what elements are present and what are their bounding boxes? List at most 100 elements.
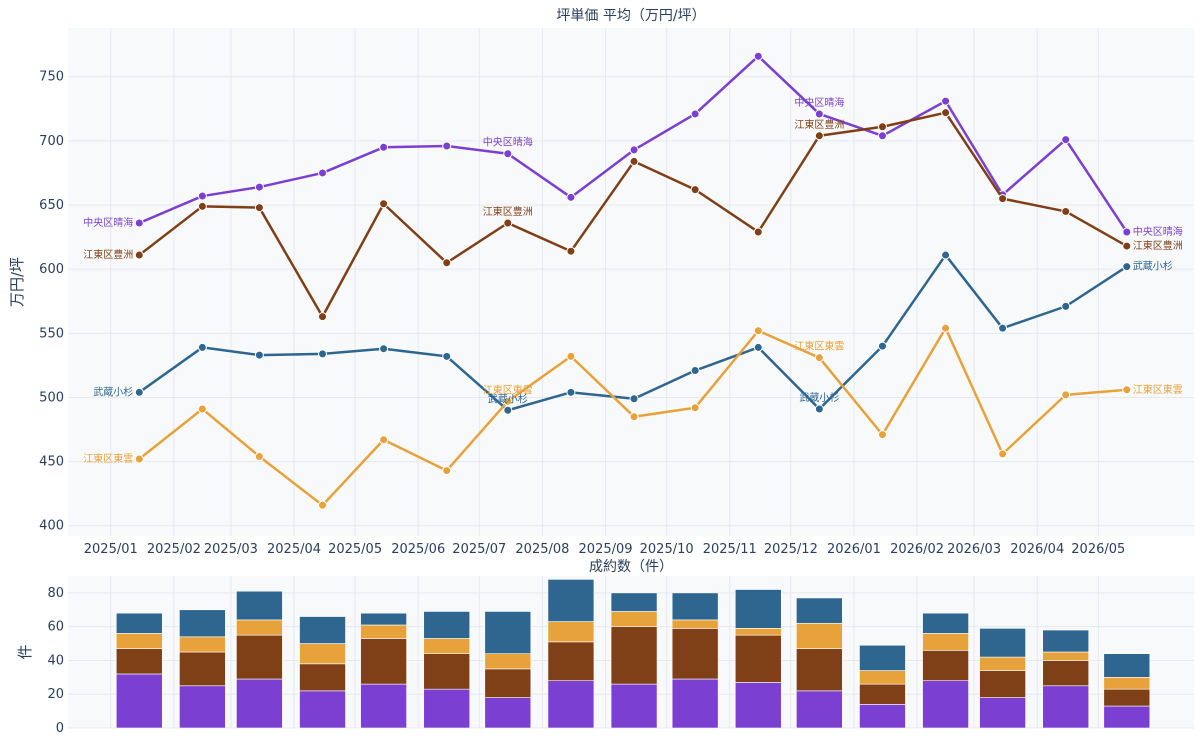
series-point (134, 454, 144, 464)
series-point (566, 387, 576, 397)
bar-segment (547, 641, 595, 682)
bar-segment (236, 634, 283, 680)
line-y-tick-label: 450 (39, 455, 64, 470)
series-point (442, 351, 452, 361)
bar-segment (423, 653, 471, 690)
series-point (1061, 135, 1071, 145)
bar-segment (734, 628, 782, 636)
bar-segment (796, 690, 843, 729)
bar-segment (115, 633, 163, 649)
series-point (690, 109, 700, 119)
line-y-tick-label: 750 (39, 70, 64, 85)
bar-segment (796, 648, 843, 692)
series-point (1122, 227, 1132, 237)
line-point-labels: 中央区晴海中央区晴海中央区晴海中央区晴海江東区豊洲江東区豊洲江東区豊洲江東区豊洲… (83, 96, 1183, 465)
series-point (998, 323, 1008, 333)
series-point-label: 江東区東雲 (794, 340, 844, 353)
line-plot-area (68, 28, 1194, 536)
series-point (254, 451, 264, 461)
bar-segment (1103, 653, 1151, 678)
series-point (814, 353, 824, 363)
bar-segment (360, 638, 407, 685)
bar-segment (979, 628, 1026, 658)
series-point (442, 466, 452, 476)
bar-segment (299, 663, 346, 692)
series-point (379, 344, 389, 354)
series-point-label: 中央区晴海 (1133, 225, 1183, 238)
bar-segment (236, 619, 283, 636)
bar-y-tick-label: 40 (47, 653, 64, 668)
series-point (629, 156, 639, 166)
series-point (197, 191, 207, 201)
series-point (814, 131, 824, 141)
series-point (877, 341, 887, 351)
bar-segment (423, 688, 471, 729)
series-point (1122, 241, 1132, 251)
bar-segment (859, 644, 906, 671)
bar-segment (484, 668, 532, 698)
bar-stack-group (115, 579, 1151, 729)
bar-segment (179, 651, 226, 687)
bar-segment (360, 683, 407, 729)
line-x-tick-label: 2026/01 (827, 542, 881, 557)
bar-segment (1103, 705, 1151, 729)
bar-segment (859, 670, 906, 685)
series-point (690, 366, 700, 376)
series-point (503, 405, 513, 415)
bar-segment (423, 611, 471, 639)
bar-segment (922, 612, 969, 634)
series-point (254, 350, 264, 360)
series-point (753, 227, 763, 237)
series-point (134, 250, 144, 260)
series-point (503, 149, 513, 159)
series-point (753, 326, 763, 336)
line-y-ticks: 400 450 500 550 600 650 700 750 (39, 70, 64, 534)
line-x-tick-label: 2026/02 (890, 542, 944, 557)
series-point (1122, 385, 1132, 395)
series-point (941, 250, 951, 260)
bar-segment (547, 621, 595, 643)
bar-segment (179, 636, 226, 653)
bar-segment (979, 656, 1026, 671)
series-point (503, 218, 513, 228)
series-point (1061, 206, 1071, 216)
bar-segment (484, 697, 532, 729)
bar-segment (859, 683, 906, 705)
series-point (941, 108, 951, 118)
bar-segment (859, 704, 906, 729)
line-x-tick-label: 2025/03 (204, 542, 258, 557)
bar-segment (1103, 688, 1151, 707)
series-point (379, 142, 389, 152)
bar-segment (299, 643, 346, 665)
line-x-tick-label: 2025/04 (267, 542, 321, 557)
line-y-tick-label: 400 (39, 519, 64, 534)
series-point (814, 109, 824, 119)
bar-segment (236, 590, 283, 621)
series-point-label: 江東区豊洲 (1133, 239, 1183, 252)
series-point-label: 江東区東雲 (1133, 383, 1183, 396)
bar-segment (236, 678, 283, 729)
line-x-tick-label: 2025/01 (84, 542, 138, 557)
series-point (877, 122, 887, 132)
series-point (877, 131, 887, 141)
bar-segment (796, 622, 843, 649)
bar-segment (922, 680, 969, 729)
bar-segment (1103, 677, 1151, 690)
series-point (318, 168, 328, 178)
series-point-label: 武蔵小杉 (1133, 260, 1173, 273)
series-point (318, 500, 328, 510)
bar-segment (115, 673, 163, 729)
series-point (1061, 301, 1071, 311)
line-x-tick-label: 2025/08 (515, 542, 569, 557)
series-point-label: 江東区東雲 (83, 452, 133, 465)
bar-segment (922, 650, 969, 682)
series-point-label: 江東区豊洲 (794, 118, 844, 131)
line-y-tick-label: 500 (39, 390, 64, 405)
series-point (134, 387, 144, 397)
series-point-label: 武蔵小杉 (488, 392, 528, 405)
series-point-label: 中央区晴海 (794, 96, 844, 109)
bar-segment (547, 579, 595, 622)
line-y-tick-label: 650 (39, 198, 64, 213)
